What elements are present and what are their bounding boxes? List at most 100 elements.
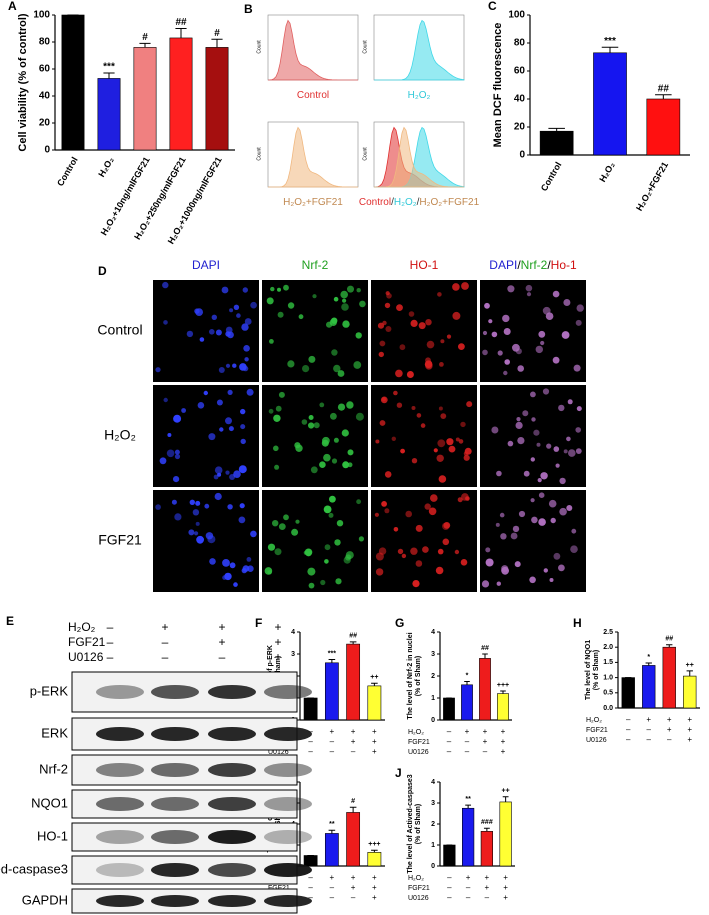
cell [155,367,161,373]
bar [662,646,676,709]
blot-band [96,895,144,907]
blot-band [208,763,256,777]
cell [482,349,488,356]
cell [328,512,334,518]
condition-sign: + [503,893,508,902]
cell [308,422,315,429]
cell [559,477,566,485]
condition-sign: – [351,893,356,902]
cell [512,525,520,533]
cell [415,560,423,567]
cell [203,390,208,396]
cell [375,568,384,576]
y-tick-label: 40 [514,94,526,105]
cell [458,343,465,350]
cell [181,408,187,413]
cell [465,496,470,501]
cell [331,349,338,356]
cell [333,437,339,443]
y-tick-label: 1.5 [603,659,613,666]
cell [567,399,573,405]
y-tick-label: 4 [431,779,435,786]
row-label: Control [97,322,142,338]
cell [448,445,456,453]
cell [347,462,353,468]
cell [378,547,387,555]
cell [333,364,341,373]
cell [555,463,560,468]
cell [173,414,182,423]
condition-sign: + [667,715,672,724]
condition-sign: + [485,873,490,882]
cell [310,466,318,474]
condition-sign: + [372,737,377,746]
cell [501,565,509,573]
cell [412,580,420,588]
cell [167,433,172,437]
cell [526,292,532,297]
error-bar [139,42,151,48]
histogram [268,126,358,188]
error-bar [464,681,470,685]
panel-label: E [6,614,14,628]
cell [566,436,571,442]
cell [342,298,347,303]
blot-band [151,727,199,741]
cell [283,514,289,521]
cell [422,546,429,553]
cell [495,522,500,527]
panel-label: C [488,0,497,13]
caption-part: / [517,258,521,272]
cell [530,498,535,503]
cell [308,415,314,420]
condition-sign: – [483,747,488,756]
x-tick-label: Control [55,155,80,188]
cell [428,507,437,516]
cell [530,457,535,462]
cell [558,564,565,572]
cell [425,319,432,326]
panel-caption: Nrf-2 [302,258,329,272]
cell [536,442,541,447]
cell [543,568,548,573]
condition-name: H₂O₂ [68,620,96,634]
cell [515,421,523,429]
cell [240,438,246,445]
cell [381,501,387,507]
y-axis-label: Count [362,40,368,54]
cell [320,579,326,586]
condition-sign: + [372,893,377,902]
cell [546,443,552,449]
bar [443,697,455,721]
cell [302,365,310,373]
cell [273,445,279,452]
cell [277,287,281,292]
cell [343,556,351,564]
bar [324,833,339,867]
condition-sign: – [465,747,470,756]
condition-sign: + [351,873,356,882]
histogram [374,19,465,81]
error-bar [548,127,565,132]
cell [438,475,447,483]
cell [393,390,398,396]
significance-label: ## [665,636,673,643]
cell [353,361,362,369]
cell [355,412,364,421]
cell [268,408,274,414]
condition-sign: – [647,735,652,744]
cell [331,317,338,324]
cell [239,363,247,371]
cell [270,286,275,292]
condition-sign: + [351,727,356,736]
blot-band [96,763,144,777]
cell [341,303,349,311]
cell [405,510,413,518]
y-tick-label: 2.5 [603,629,613,636]
condition-name: U0126 [268,749,289,756]
cell [272,520,279,527]
condition-sign: + [351,883,356,892]
condition-sign: – [308,737,313,746]
cell [563,299,571,306]
cell [460,559,468,566]
